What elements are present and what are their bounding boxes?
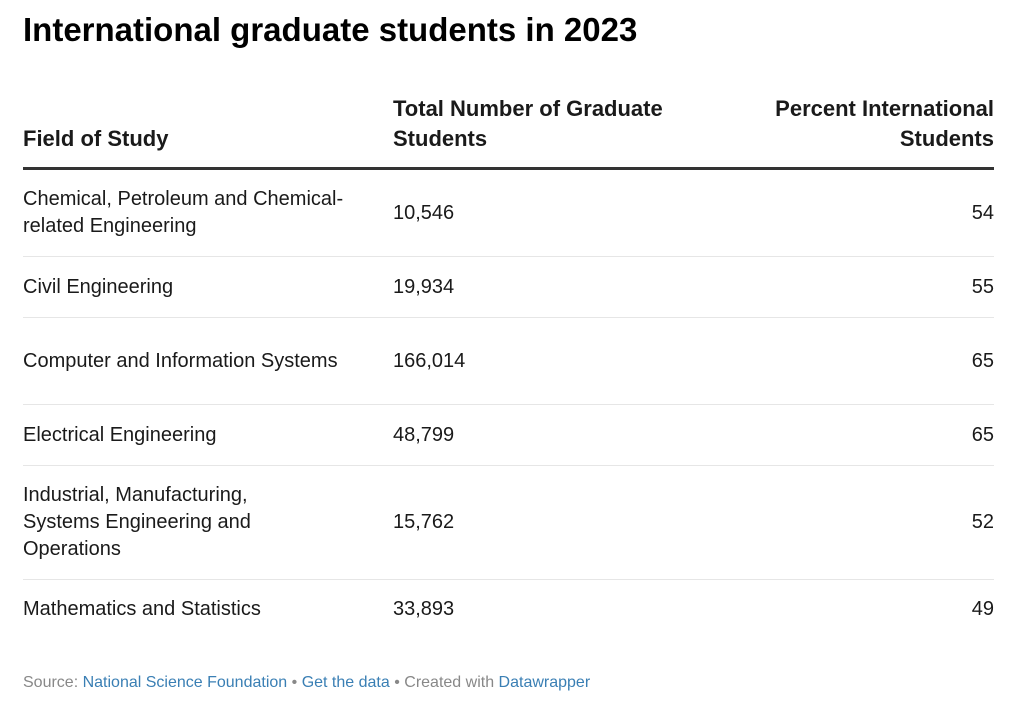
cell-total: 33,893	[393, 598, 455, 621]
table-row: Computer and Information Systems 166,014…	[23, 317, 994, 405]
cell-total: 10,546	[393, 168, 693, 257]
cell-percent: 54	[693, 168, 994, 257]
chart-footer: Source: National Science Foundation • Ge…	[23, 674, 590, 692]
cell-total: 19,934	[393, 256, 693, 318]
cell-percent: 49	[971, 598, 994, 621]
get-data-link[interactable]: Get the data	[301, 674, 390, 691]
footer-separator: •	[394, 674, 400, 691]
cell-total: 166,014	[393, 317, 693, 405]
column-header-percent[interactable]: Percent International Students	[693, 94, 994, 170]
chart-title: International graduate students in 2023	[23, 11, 638, 48]
cell-percent: 52	[693, 465, 994, 580]
cell-field: Electrical Engineering	[23, 404, 393, 466]
cell-field: Mathematics and Statistics	[23, 598, 261, 621]
cell-field: Chemical, Petroleum and Chemical-related…	[23, 168, 393, 257]
footer-separator: •	[291, 674, 298, 691]
table-row: Industrial, Manufacturing, Systems Engin…	[23, 465, 994, 580]
source-link[interactable]: National Science Foundation	[82, 674, 288, 691]
table-row: Chemical, Petroleum and Chemical-related…	[23, 168, 994, 257]
cell-field: Computer and Information Systems	[23, 317, 393, 405]
column-header-total[interactable]: Total Number of Graduate Students	[393, 94, 693, 170]
cell-field: Civil Engineering	[23, 256, 393, 318]
header-row: Field of Study Total Number of Graduate …	[23, 94, 994, 170]
source-label: Source:	[23, 674, 79, 691]
cell-percent: 65	[693, 404, 994, 466]
table-row: Civil Engineering 19,934 55	[23, 256, 994, 318]
table-row: Electrical Engineering 48,799 65	[23, 404, 994, 466]
datawrapper-link[interactable]: Datawrapper	[498, 674, 591, 691]
cell-percent: 55	[693, 256, 994, 318]
created-with-label: Created with	[404, 674, 495, 691]
cell-total: 15,762	[393, 465, 693, 580]
cell-total: 48,799	[393, 404, 693, 466]
data-table: Field of Study Total Number of Graduate …	[23, 94, 994, 640]
column-header-field[interactable]: Field of Study	[23, 94, 393, 170]
cell-field: Industrial, Manufacturing, Systems Engin…	[23, 465, 393, 580]
cell-percent: 65	[693, 317, 994, 405]
table-row: Mathematics and Statistics 33,893 49	[23, 580, 994, 640]
